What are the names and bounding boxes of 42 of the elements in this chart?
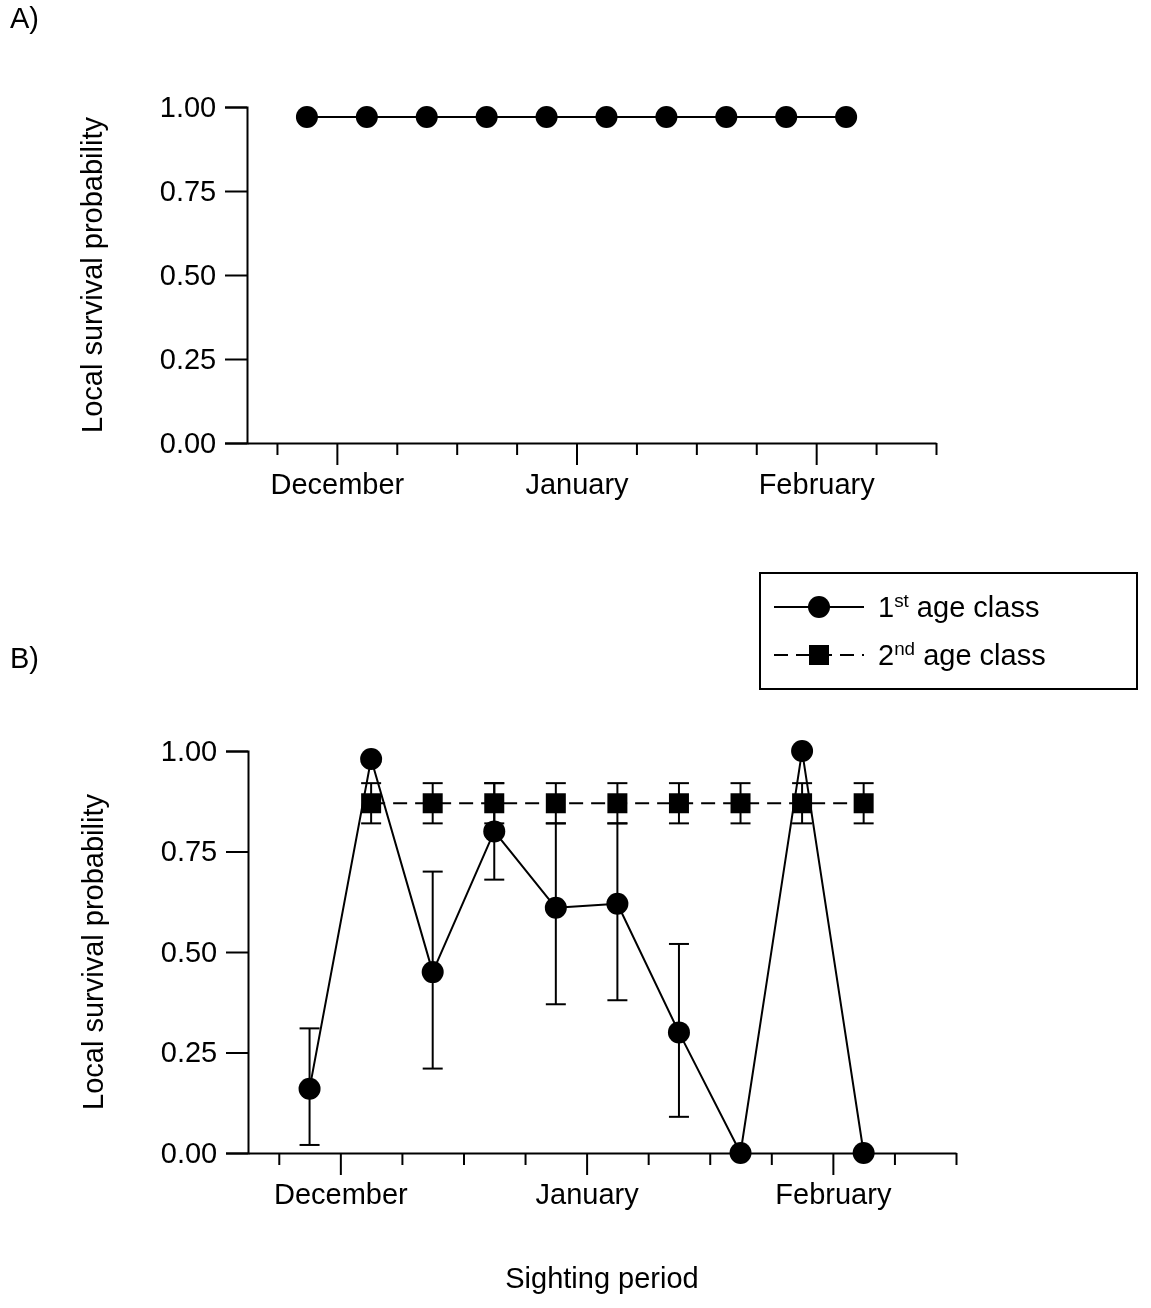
x-tick-label: December [273,1178,409,1211]
y-tick-label: 1.00 [160,734,218,767]
y-tick-label: 0.00 [160,1136,218,1169]
y-tick-label: 0.25 [159,342,217,375]
point [606,892,629,915]
point [360,748,383,771]
point [545,793,566,814]
point [792,793,813,814]
point [729,1142,752,1164]
y-tick-label: 0.75 [159,174,217,207]
x-tick-label: February [775,1178,892,1211]
x-tick-label: January [525,468,630,501]
x-tick-label: January [535,1178,640,1211]
point [607,793,628,814]
x-axis-title: Sighting period [505,1262,699,1294]
chart-title: A) [10,2,39,34]
point [791,740,814,762]
point [484,793,505,814]
x-tick-label: February [758,468,876,501]
y-axis-title: Local survival probability [77,793,109,1110]
y-tick-label: 0.00 [159,426,217,459]
y-tick-label: 0.50 [160,935,218,968]
point [667,1021,690,1044]
point [730,793,751,814]
y-tick-label: 1.00 [159,90,217,123]
point [668,793,689,814]
x-tick-label: December [270,468,405,501]
point [361,793,382,814]
y-tick-label: 0.50 [159,258,217,291]
legend-label: 2$^{nd}$ age class [878,637,1046,671]
point [853,793,874,814]
y-tick-label: 0.75 [160,835,218,868]
point [422,793,443,814]
point [852,1142,875,1164]
chart-title: B) [10,642,39,674]
point [421,961,444,984]
point [298,1077,321,1100]
y-axis-title: Local survival probability [76,116,108,433]
point [483,820,506,843]
point [544,896,567,919]
legend-label: 1$^{st}$ age class [878,589,1040,623]
y-tick-label: 0.25 [160,1036,218,1069]
